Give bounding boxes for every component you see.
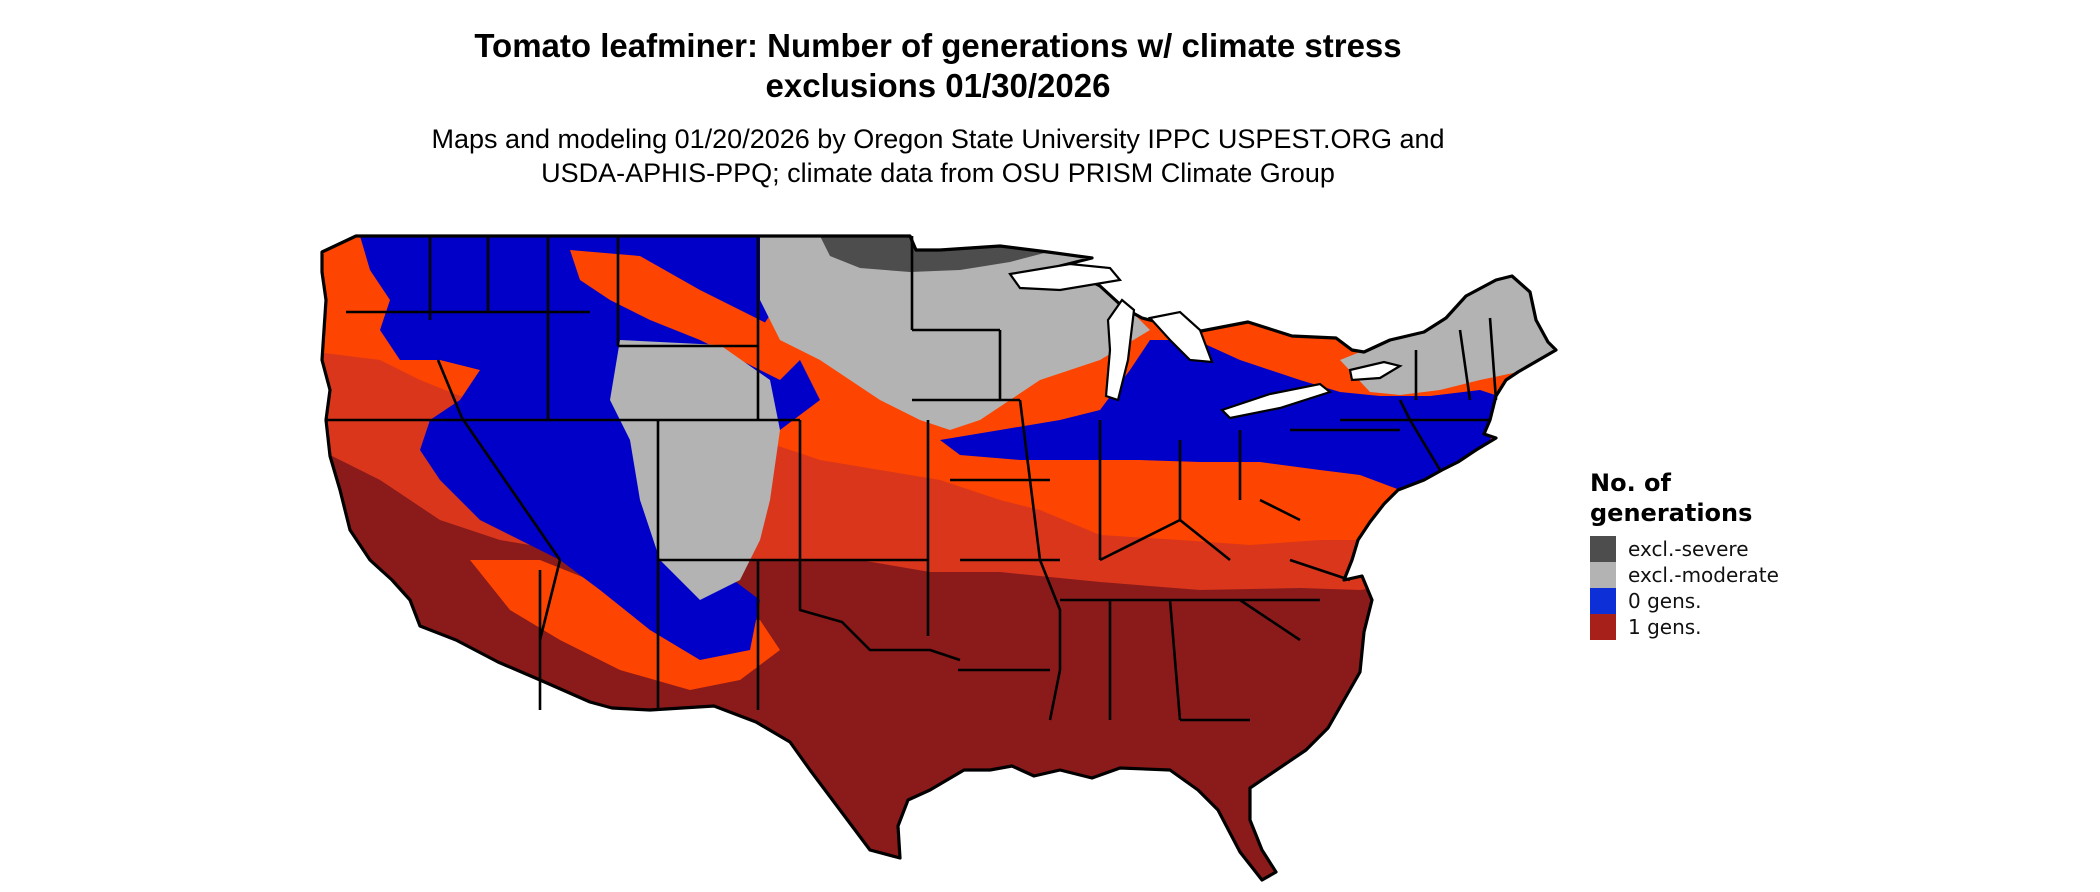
legend-title-line-1: No. of <box>1590 469 1671 497</box>
legend-item-excl-moderate: excl.-moderate <box>1590 562 1790 588</box>
legend-swatch-one-gen <box>1590 614 1616 640</box>
map-title-line-1: Tomato leafminer: Number of generations … <box>474 27 1402 64</box>
legend-item-excl-severe: excl.-severe <box>1590 536 1790 562</box>
legend-swatch-excl-moderate <box>1590 562 1616 588</box>
zone-zero-gens-east <box>940 340 1510 490</box>
legend-label-excl-moderate: excl.-moderate <box>1628 563 1779 587</box>
zone-excl-severe <box>820 236 1048 272</box>
legend-label-one-gen: 1 gens. <box>1628 615 1702 639</box>
map-subtitle-line-1: Maps and modeling 01/20/2026 by Oregon S… <box>431 124 1445 154</box>
legend-swatch-zero-gens <box>1590 588 1616 614</box>
legend-title-line-2: generations <box>1590 499 1753 527</box>
legend-item-zero-gens: 0 gens. <box>1590 588 1790 614</box>
map-legend: No. of generations excl.-severe excl.-mo… <box>1590 468 1790 640</box>
legend-swatch-excl-severe <box>1590 536 1616 562</box>
generation-zones <box>322 236 1556 880</box>
zone-montana-orange <box>570 250 800 380</box>
legend-label-excl-severe: excl.-severe <box>1628 537 1749 561</box>
legend-items: excl.-severe excl.-moderate 0 gens. 1 ge… <box>1590 536 1790 640</box>
great-lakes <box>1008 262 1403 420</box>
legend-label-zero-gens: 0 gens. <box>1628 589 1702 613</box>
map-title-line-2: exclusions 01/30/2026 <box>765 67 1111 104</box>
zone-excl-moderate-rockies <box>610 340 780 600</box>
map-subtitle-line-2: USDA-APHIS-PPQ; climate data from OSU PR… <box>541 158 1335 188</box>
legend-title: No. of generations <box>1590 468 1790 528</box>
state-borders <box>326 236 1498 722</box>
legend-item-one-gen: 1 gens. <box>1590 614 1790 640</box>
